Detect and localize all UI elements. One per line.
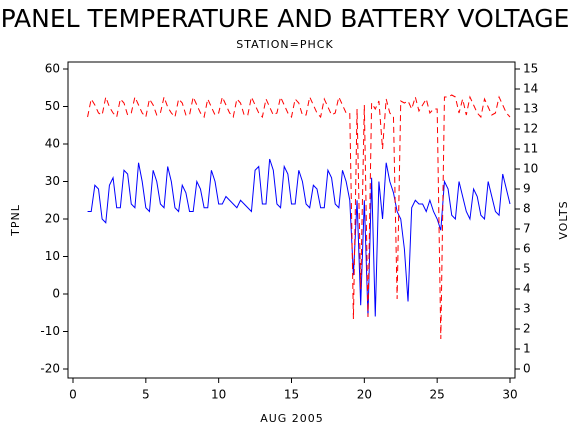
y2-tick-label: 0 — [523, 362, 531, 376]
y2-axis-label: VOLTS — [557, 200, 570, 239]
series-line — [87, 94, 511, 340]
y2-tick-label: 6 — [523, 242, 531, 256]
x-tick-label: 10 — [211, 388, 226, 402]
x-tick-label: 30 — [502, 388, 517, 402]
y-tick-label: 0 — [52, 287, 60, 301]
series-line — [87, 158, 511, 317]
y2-tick-label: 8 — [523, 202, 531, 216]
y2-tick-label: 11 — [523, 142, 538, 156]
y2-tick-label: 2 — [523, 322, 531, 336]
y2-tick-label: 10 — [523, 162, 538, 176]
y2-tick-label: 14 — [523, 82, 538, 96]
x-tick-label: 15 — [284, 388, 299, 402]
y-tick-label: 20 — [45, 212, 60, 226]
x-tick-label: 20 — [357, 388, 372, 402]
x-tick-label: 5 — [142, 388, 150, 402]
x-tick-label: 25 — [430, 388, 445, 402]
x-tick-label: 0 — [69, 388, 77, 402]
y2-tick-label: 1 — [523, 342, 531, 356]
y-tick-label: 60 — [45, 62, 60, 76]
y2-tick-label: 7 — [523, 222, 531, 236]
y2-tick-label: 5 — [523, 262, 531, 276]
y-tick-label: 40 — [45, 137, 60, 151]
y-tick-label: -20 — [40, 362, 60, 376]
y-tick-label: 50 — [45, 99, 60, 113]
y-tick-label: -10 — [40, 324, 60, 338]
chart-title: PANEL TEMPERATURE AND BATTERY VOLTAGE — [1, 4, 570, 33]
y-axis-label: TPNL — [9, 204, 22, 237]
plot-frame — [67, 61, 516, 379]
y2-tick-label: 4 — [523, 282, 531, 296]
y2-tick-label: 15 — [523, 62, 538, 76]
y-tick-label: 10 — [45, 249, 60, 263]
y2-tick-label: 13 — [523, 102, 538, 116]
y2-tick-label: 12 — [523, 122, 538, 136]
y2-tick-label: 3 — [523, 302, 531, 316]
chart-subtitle: STATION=PHCK — [236, 38, 333, 51]
x-axis-label: AUG 2005 — [260, 412, 324, 425]
y2-tick-label: 9 — [523, 182, 531, 196]
y-tick-label: 30 — [45, 174, 60, 188]
